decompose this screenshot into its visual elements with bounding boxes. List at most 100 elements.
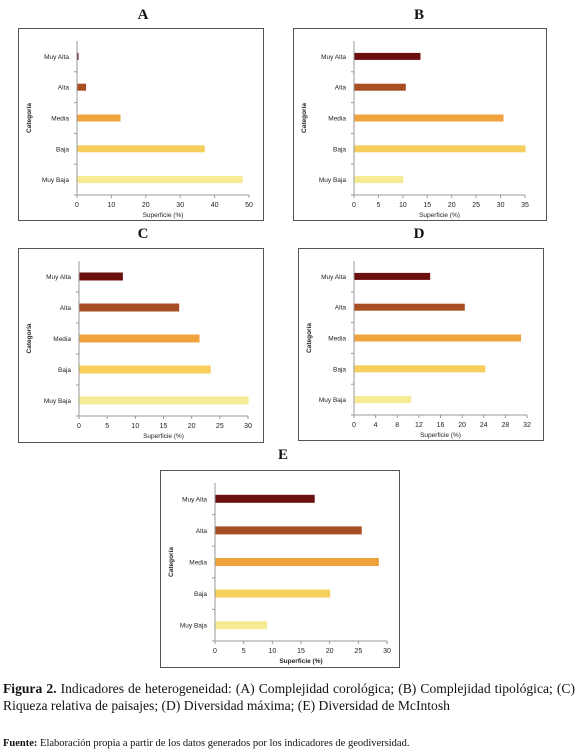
chart-e-svg: Muy Baja Baja Media Alta Muy Alta 0 5 10 15 20 25 3… — [168, 483, 391, 665]
chart-b-x-tick-label: 15 — [423, 202, 431, 209]
chart-e-bar-muy-alta — [215, 494, 315, 503]
chart-c-category-label: Alta — [60, 305, 72, 312]
chart-b-category-label: Media — [328, 116, 346, 123]
chart-b-category-label: Muy Baja — [319, 177, 346, 184]
chart-b-y-axis-title: Categoría — [301, 103, 308, 133]
chart-b-bar-muy-alta — [354, 52, 421, 60]
chart-b-bar-baja — [354, 145, 526, 153]
chart-d-x-tick-label: 4 — [374, 422, 378, 429]
caption-label: Figura 2. — [3, 681, 57, 696]
chart-b-x-tick-label: 10 — [399, 202, 407, 209]
chart-d-bar-muy-alta — [354, 272, 431, 280]
chart-c-svg: Muy Baja Baja Media Alta Muy Alta 0 5 10 15 20 25 3… — [26, 261, 252, 440]
chart-e-category-label: Muy Baja — [180, 623, 207, 630]
chart-a-svg: Muy Baja Baja Media Alta Muy Alta 0 10 20 30 40 50… — [26, 41, 253, 219]
chart-b-bar-muy-baja — [354, 176, 404, 184]
chart-b: Muy Baja Baja Media Alta Muy Alta 0 5 10 15 20 25 3… — [293, 28, 547, 221]
chart-c-bar-baja — [79, 365, 211, 374]
panel-title-d: D — [413, 226, 425, 242]
chart-e-bar-baja — [215, 589, 331, 598]
chart-e-category-label: Baja — [194, 591, 207, 598]
chart-c: Muy Baja Baja Media Alta Muy Alta 0 5 10 15 20 25 3… — [18, 248, 264, 443]
chart-e-bar-alta — [215, 526, 362, 535]
chart-b-svg: Muy Baja Baja Media Alta Muy Alta 0 5 10 15 20 25 3… — [301, 41, 529, 219]
chart-a-y-axis-title: Categoría — [26, 103, 33, 133]
chart-b-x-tick-label: 30 — [497, 202, 505, 209]
chart-d-x-axis-title: Superficie (%) — [420, 432, 461, 439]
chart-d-bar-media — [354, 334, 522, 342]
chart-c-bar-media — [79, 334, 200, 343]
chart-a-bar-alta — [77, 83, 87, 91]
chart-a: Muy Baja Baja Media Alta Muy Alta 0 10 20 30 40 50… — [18, 28, 264, 221]
chart-b-bar-alta — [354, 83, 406, 91]
chart-a-x-tick-label: 20 — [142, 202, 150, 209]
chart-e-category-label: Media — [189, 560, 207, 567]
figure-source: Fuente: Elaboración propia a partir de l… — [3, 738, 575, 749]
chart-b-category-label: Baja — [333, 146, 346, 153]
caption-text: Indicadores de heterogeneidad: (A) Compl… — [3, 681, 575, 713]
chart-c-x-tick-label: 20 — [188, 423, 196, 430]
chart-e-x-tick-label: 5 — [242, 648, 246, 655]
chart-d-x-tick-label: 20 — [458, 422, 466, 429]
source-text: Elaboración propia a partir de los datos… — [37, 738, 410, 749]
chart-c-category-label: Media — [53, 336, 71, 343]
chart-a-category-label: Muy Baja — [42, 177, 69, 184]
chart-d-category-label: Media — [328, 336, 346, 343]
panel-title-a: A — [137, 7, 149, 23]
chart-b-bar-media — [354, 114, 504, 122]
source-label: Fuente: — [3, 738, 38, 749]
chart-c-y-axis-title: Categoría — [26, 323, 33, 353]
chart-c-category-label: Muy Baja — [44, 398, 71, 405]
chart-c-x-tick-label: 15 — [160, 423, 168, 430]
chart-a-x-tick-label: 10 — [108, 202, 116, 209]
chart-d: Muy Baja Baja Media Alta Muy Alta 0 4 8 12 16 20 24… — [298, 248, 544, 441]
chart-d-category-label: Baja — [333, 366, 346, 373]
chart-d-y-axis-title: Categoría — [306, 323, 313, 353]
chart-a-x-axis-title: Superficie (%) — [143, 212, 184, 219]
chart-e-x-tick-label: 15 — [297, 648, 305, 655]
chart-b-x-tick-label: 35 — [521, 202, 529, 209]
chart-b-category-label: Muy Alta — [321, 54, 346, 61]
panel-title-b: B — [413, 7, 424, 23]
chart-c-category-label: Muy Alta — [46, 274, 71, 281]
panel-title-e: E — [277, 447, 288, 463]
chart-e-x-axis-title: Superficie (%) — [279, 658, 322, 665]
chart-d-x-tick-label: 16 — [437, 422, 445, 429]
chart-e-bar-muy-baja — [215, 621, 268, 630]
chart-c-bar-muy-alta — [79, 272, 123, 281]
chart-e-category-label: Alta — [196, 528, 208, 535]
chart-e-y-axis-title: Categoría — [168, 547, 175, 577]
chart-d-bar-baja — [354, 365, 486, 373]
chart-c-x-tick-label: 5 — [105, 423, 109, 430]
chart-e-x-tick-label: 30 — [383, 648, 391, 655]
chart-b-x-tick-label: 5 — [376, 202, 380, 209]
chart-e: Muy Baja Baja Media Alta Muy Alta 0 5 10 15 20 25 3… — [160, 470, 400, 668]
chart-d-category-label: Alta — [335, 305, 347, 312]
chart-a-x-tick-label: 50 — [245, 202, 253, 209]
figure-caption: Figura 2. Indicadores de heterogeneidad:… — [3, 680, 575, 714]
panel-title-c: C — [137, 226, 149, 242]
chart-d-bar-muy-baja — [354, 396, 412, 404]
chart-a-category-label: Baja — [56, 146, 69, 153]
chart-b-x-tick-label: 0 — [352, 202, 356, 209]
chart-d-svg: Muy Baja Baja Media Alta Muy Alta 0 4 8 12 16 20 24… — [306, 261, 531, 439]
chart-a-bar-muy-alta — [77, 52, 79, 60]
chart-d-category-label: Muy Alta — [321, 274, 346, 281]
chart-e-x-tick-label: 0 — [213, 648, 217, 655]
chart-e-x-tick-label: 10 — [268, 648, 276, 655]
chart-a-x-tick-label: 30 — [176, 202, 184, 209]
chart-a-category-label: Alta — [58, 85, 70, 92]
chart-c-x-tick-label: 25 — [216, 423, 224, 430]
chart-d-x-tick-label: 12 — [415, 422, 423, 429]
chart-b-category-label: Alta — [335, 85, 347, 92]
chart-e-category-label: Muy Alta — [182, 496, 207, 503]
chart-d-x-tick-label: 8 — [395, 422, 399, 429]
chart-a-bar-muy-baja — [77, 176, 243, 184]
chart-a-bar-media — [77, 114, 121, 122]
chart-d-category-label: Muy Baja — [319, 397, 346, 404]
chart-e-x-tick-label: 25 — [354, 648, 362, 655]
chart-b-x-tick-label: 25 — [472, 202, 480, 209]
chart-a-x-tick-label: 40 — [211, 202, 219, 209]
chart-d-x-tick-label: 0 — [352, 422, 356, 429]
chart-c-category-label: Baja — [58, 367, 71, 374]
